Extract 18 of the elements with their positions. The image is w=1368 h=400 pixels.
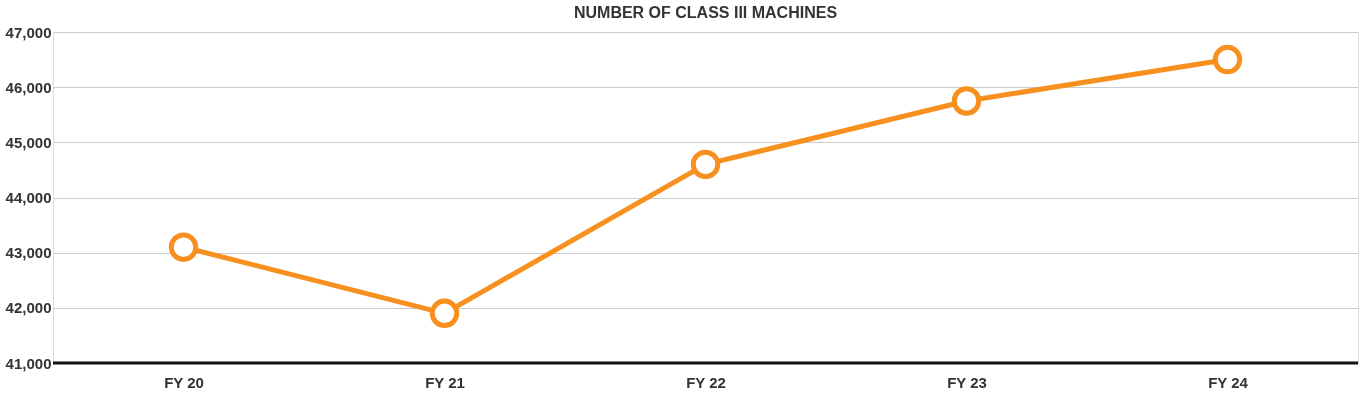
x-tick-label: FY 21	[425, 373, 465, 391]
y-tick-label: 47,000	[5, 23, 52, 41]
point	[1212, 44, 1243, 75]
point	[168, 232, 199, 262]
point	[951, 86, 982, 116]
y-tick-label: 45,000	[5, 133, 52, 151]
y-tick-label: 41,000	[5, 354, 52, 372]
x-tick-label: FY 24	[1208, 373, 1249, 391]
y-tick-label: 43,000	[5, 244, 52, 262]
x-tick-label: FY 23	[947, 373, 987, 391]
point	[690, 149, 721, 180]
x-tick-label: FY 22	[686, 373, 726, 391]
chart-title: NUMBER OF CLASS III MACHINES	[573, 4, 838, 21]
y-tick-label: 44,000	[5, 189, 52, 206]
y-tick-label: 46,000	[5, 78, 52, 96]
point	[429, 298, 460, 329]
x-tick-label: FY 20	[164, 373, 204, 391]
y-tick-label: 42,000	[5, 299, 52, 317]
